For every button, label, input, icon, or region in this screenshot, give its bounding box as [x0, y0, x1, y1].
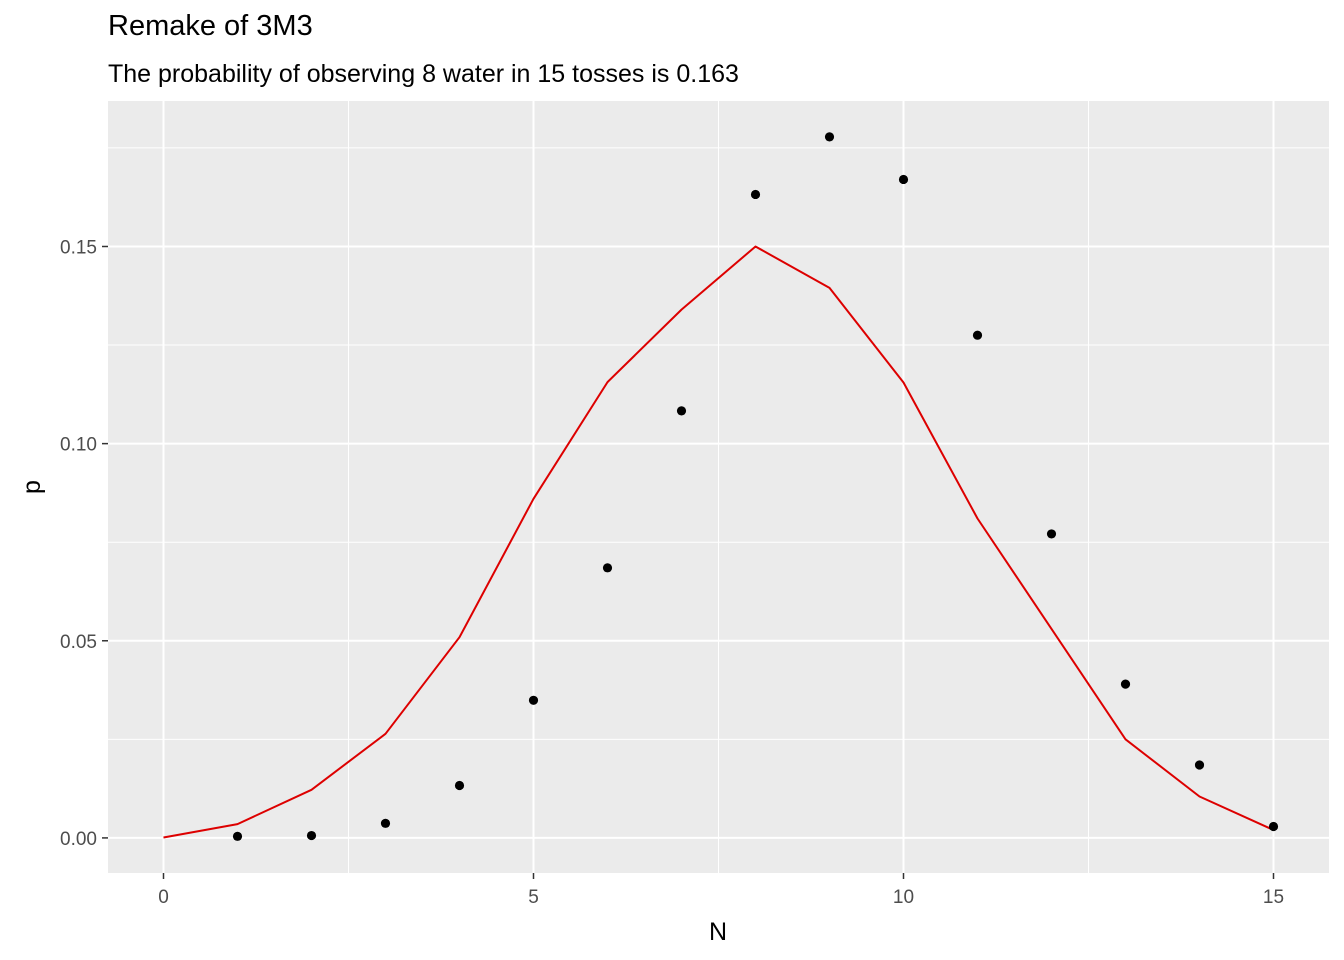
y-axis: 0.00 0.05 0.10 0.15 [60, 237, 108, 850]
data-point [898, 174, 909, 185]
data-point [1268, 821, 1279, 832]
data-point [454, 780, 465, 791]
data-point [824, 132, 835, 142]
y-tick-label: 0.00 [60, 829, 97, 850]
data-point [1120, 679, 1131, 689]
y-tick-label: 0.05 [60, 632, 97, 653]
data-point [972, 330, 983, 340]
x-axis-title: N [709, 918, 727, 946]
data-point [1194, 760, 1205, 770]
chart-subtitle: The probability of observing 8 water in … [108, 60, 739, 88]
series-line [163, 245, 1274, 839]
data-point [232, 831, 243, 841]
data-point [528, 695, 539, 705]
data-point [1046, 529, 1057, 539]
y-tick-label: 0.15 [60, 237, 97, 258]
x-tick-label: 10 [893, 887, 914, 908]
data-point [306, 830, 317, 841]
data-point [602, 563, 613, 573]
x-axis: 0 5 10 15 [158, 873, 1284, 908]
chart-title: Remake of 3M3 [108, 10, 313, 42]
line-layer [163, 245, 1274, 839]
data-point [676, 406, 687, 416]
y-axis-title: p [18, 480, 46, 494]
data-point [380, 818, 391, 828]
y-tick-label: 0.10 [60, 435, 97, 456]
x-tick-label: 15 [1263, 887, 1284, 908]
x-tick-label: 5 [528, 887, 539, 908]
data-point [750, 189, 761, 200]
x-tick-label: 0 [158, 887, 169, 908]
point-layer [232, 132, 1279, 841]
